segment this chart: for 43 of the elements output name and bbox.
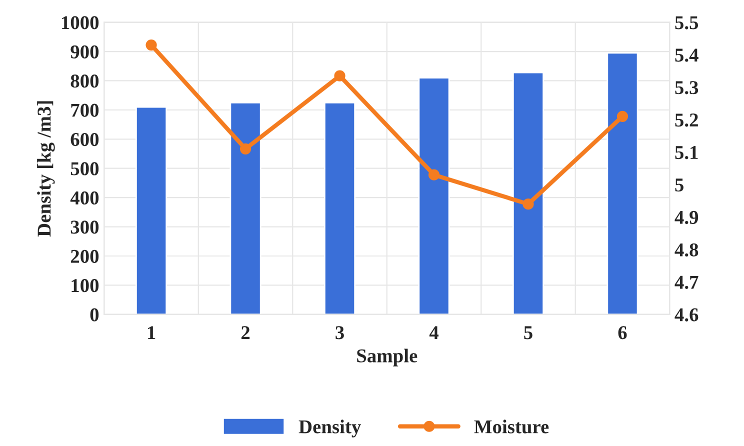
- y-tick-label: 1000: [62, 16, 99, 30]
- y2-tick-label: 5.3: [675, 81, 698, 94]
- x-tick-label: 6: [618, 326, 627, 340]
- y-tick-label: 500: [70, 162, 99, 176]
- y-tick-label: 200: [70, 250, 99, 263]
- bar: [512, 72, 544, 314]
- bar: [418, 77, 450, 314]
- point: [428, 169, 440, 180]
- bar: [324, 102, 356, 314]
- y2-tick-label: 5.1: [675, 146, 698, 160]
- y-tick-label: 900: [70, 45, 99, 58]
- point: [616, 110, 628, 122]
- legend-label: Moisture: [474, 420, 549, 434]
- point: [240, 143, 252, 154]
- y-tick-label: 600: [70, 132, 99, 146]
- x-tick-label: 4: [429, 326, 438, 340]
- point: [146, 39, 157, 51]
- y-tick-label: 400: [70, 191, 99, 205]
- x-axis-title: Sample: [357, 348, 418, 366]
- y2-tick-label: 4.9: [674, 210, 698, 224]
- y-tick-label: 100: [72, 279, 99, 292]
- x-tick-label: 5: [524, 326, 532, 340]
- y-tick-label: 800: [70, 74, 99, 88]
- y-tick-label: 0: [90, 308, 99, 322]
- bar: [230, 102, 262, 314]
- x-tick-label: 1: [148, 326, 156, 340]
- y2-tick-label: 5.5: [675, 16, 698, 30]
- y2-tick-label: 4.6: [674, 308, 698, 322]
- y2-tick-label: 4.7: [674, 276, 698, 289]
- x-tick-label: 2: [241, 326, 250, 340]
- y-tick-label: 300: [70, 220, 99, 234]
- point: [522, 198, 534, 210]
- point: [334, 70, 346, 82]
- legend-label: Density: [298, 420, 361, 438]
- y-tick-label: 700: [71, 104, 99, 117]
- y2-tick-label: 5.2: [675, 114, 698, 127]
- y2-tick-label: 5.4: [675, 48, 698, 62]
- x-tick-label: 3: [336, 326, 344, 340]
- bar: [606, 52, 638, 314]
- bar: [136, 106, 168, 314]
- y2-tick-label: 5: [675, 178, 684, 192]
- y2-tick-label: 4.8: [674, 243, 698, 257]
- y-axis-title: Density [kg /m3]: [37, 101, 55, 237]
